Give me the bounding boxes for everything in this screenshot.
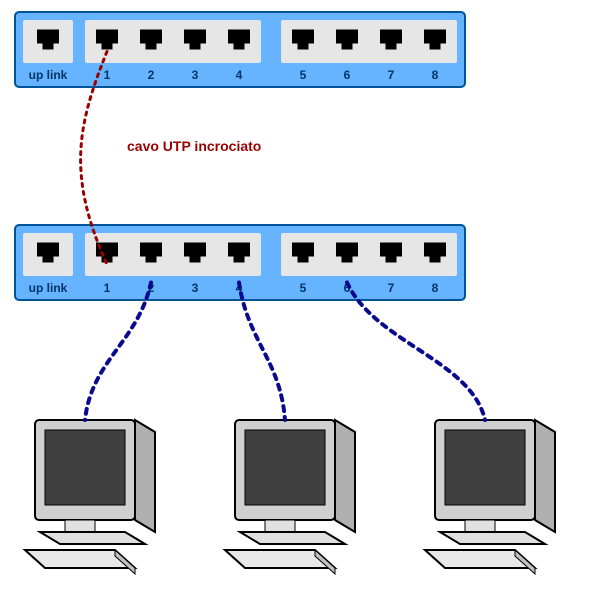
port-label: 8 [432,68,439,82]
port-label: 6 [344,68,351,82]
port-label: 5 [300,281,307,295]
crossover-cable-label: cavo UTP incrociato [127,138,261,154]
uplink-label: up link [29,68,68,82]
computer [225,420,355,574]
computer [25,420,155,574]
port-label: 2 [148,68,155,82]
port-label: 3 [192,281,199,295]
port-label: 1 [104,68,111,82]
port-label: 8 [432,281,439,295]
network-diagram: up link12345678up link12345678cavo UTP i… [0,0,595,594]
patch-cable [239,283,285,421]
uplink-label: up link [29,281,68,295]
computer [425,420,555,574]
port-label: 7 [388,281,395,295]
port-label: 7 [388,68,395,82]
port-label: 3 [192,68,199,82]
port-label: 4 [236,68,243,82]
port-label: 5 [300,68,307,82]
patch-cable [85,283,151,421]
network-switch: up link 1 2 3 4 5 6 7 8 [15,12,465,87]
port-label: 1 [104,281,111,295]
patch-cable [347,283,485,421]
